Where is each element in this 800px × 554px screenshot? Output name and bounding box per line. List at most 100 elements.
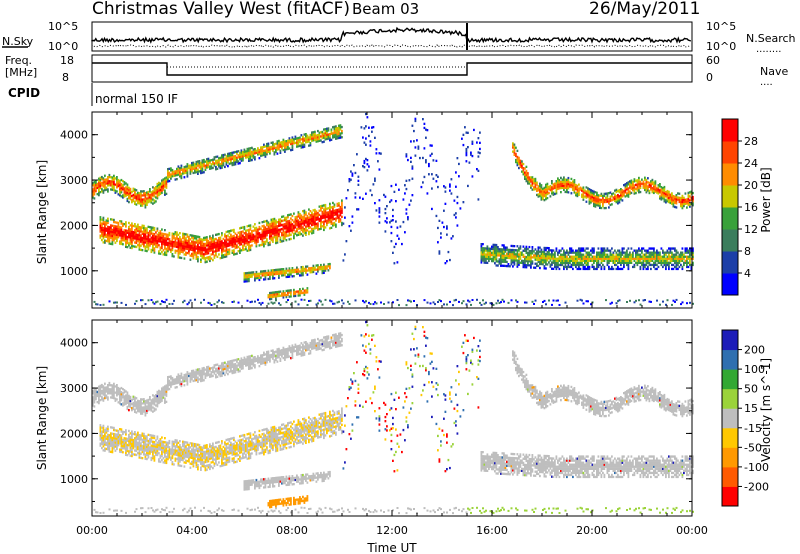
power-cell: [542, 258, 544, 262]
power-cell: [476, 298, 478, 301]
power-cell: [635, 255, 637, 258]
power-cell: [330, 130, 333, 133]
power-cell: [545, 248, 547, 252]
power-cell: [131, 194, 133, 198]
power-cell: [266, 147, 268, 150]
power-cell: [107, 231, 109, 235]
power-cell: [194, 241, 196, 244]
power-cell: [507, 248, 510, 251]
power-cell: [425, 161, 427, 164]
power-cell: [137, 195, 139, 199]
power-cell: [113, 184, 115, 188]
power-cell: [221, 254, 223, 257]
power-cell: [281, 232, 283, 235]
power-cell: [300, 214, 303, 217]
power-cell: [245, 235, 247, 238]
power-cell: [521, 170, 523, 173]
power-cell: [149, 234, 151, 237]
power-cell: [654, 251, 657, 254]
power-cell: [224, 245, 226, 248]
power-cell: [93, 180, 96, 184]
power-cell: [408, 179, 411, 182]
power-cell: [294, 292, 297, 295]
power-cell: [239, 231, 241, 234]
power-cell: [536, 183, 538, 186]
power-cell: [150, 201, 153, 204]
power-cell: [233, 163, 235, 166]
power-cell: [659, 261, 661, 264]
power-cell: [578, 193, 580, 196]
power-cell: [140, 226, 142, 229]
power-cell: [692, 191, 694, 195]
power-cell: [309, 216, 312, 219]
power-cell: [338, 132, 340, 136]
power-cell: [657, 265, 660, 269]
power-cell: [366, 116, 369, 119]
power-cell: [308, 218, 310, 221]
power-cell: [228, 232, 231, 235]
power-cell: [548, 251, 550, 254]
power-cell: [663, 188, 666, 191]
power-cell: [183, 232, 186, 236]
power-cell: [320, 217, 322, 220]
power-cell: [321, 134, 324, 138]
power-cell: [138, 202, 141, 205]
power-cell: [638, 185, 640, 188]
power-cell: [327, 221, 330, 224]
power-cell: [237, 237, 240, 241]
power-cell: [600, 259, 603, 262]
power-cell: [615, 251, 618, 254]
power-cell: [206, 242, 208, 245]
power-cell: [633, 192, 636, 195]
power-cell: [410, 140, 412, 143]
power-cell: [195, 164, 198, 168]
power-cell: [288, 223, 291, 227]
power-cell: [285, 289, 288, 293]
power-cell: [444, 190, 447, 193]
power-cell: [306, 136, 309, 139]
power-cell: [665, 253, 667, 256]
power-cell: [140, 192, 142, 195]
power-cell: [686, 263, 688, 267]
power-cell: [365, 137, 367, 140]
power-cell: [116, 235, 118, 239]
power-cell: [102, 216, 105, 219]
power-cell: [636, 251, 639, 254]
power-cell: [122, 222, 124, 225]
power-cell: [290, 237, 292, 241]
power-cell: [303, 217, 306, 221]
power-cell: [192, 249, 195, 252]
power-cell: [284, 227, 286, 230]
power-cell: [626, 263, 628, 267]
power-cell: [180, 166, 183, 169]
power-cell: [212, 166, 214, 170]
power-cell: [152, 236, 154, 240]
power-cell: [384, 220, 387, 223]
power-cell: [545, 191, 547, 195]
power-cell: [329, 133, 331, 136]
power-cell: [411, 165, 414, 168]
power-cell: [147, 248, 150, 251]
power-cell: [677, 263, 679, 267]
power-cell: [144, 241, 147, 244]
power-cell: [452, 235, 454, 238]
power-cell: [165, 239, 168, 242]
power-cell: [692, 261, 694, 264]
power-cell: [519, 261, 522, 264]
power-cell: [690, 202, 693, 206]
power-cell: [164, 241, 166, 244]
power-cell: [663, 261, 666, 264]
power-cell: [213, 254, 216, 257]
power-cell: [120, 228, 123, 231]
power-cell: [396, 299, 399, 301]
power-cell: [107, 229, 109, 233]
power-cell: [99, 234, 102, 237]
power-cell: [111, 243, 114, 246]
power-cell: [161, 250, 163, 254]
power-cell: [558, 267, 561, 271]
power-cell: [426, 301, 429, 304]
power-cell: [515, 158, 517, 162]
power-cell: [530, 256, 532, 259]
power-cell: [242, 238, 244, 241]
power-cell: [581, 263, 583, 267]
